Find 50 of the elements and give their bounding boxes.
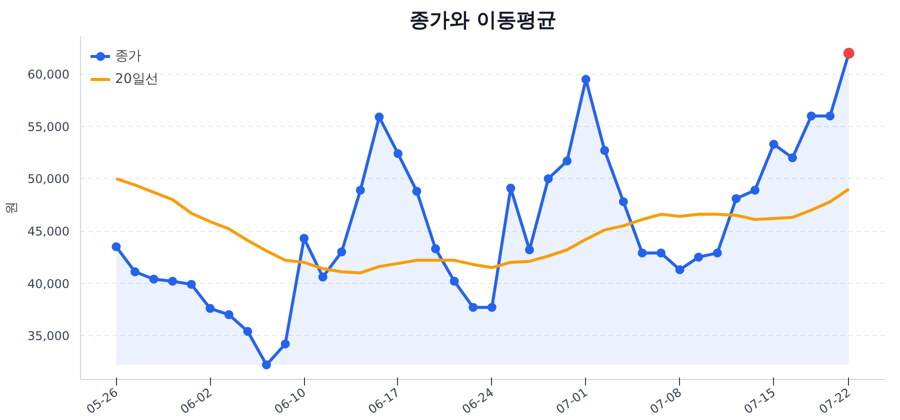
point — [806, 111, 816, 120]
point — [487, 302, 496, 312]
point — [656, 248, 666, 258]
point — [168, 276, 178, 286]
point — [712, 248, 722, 258]
point — [186, 280, 196, 289]
point — [206, 304, 215, 313]
point — [337, 247, 346, 256]
point — [638, 248, 647, 258]
point — [618, 197, 628, 206]
y-tick-label: 50,000 — [28, 172, 70, 186]
point — [356, 186, 365, 195]
point — [581, 74, 590, 84]
point — [562, 156, 572, 166]
legend-label: 종가 — [115, 48, 141, 65]
point — [450, 276, 459, 286]
point — [544, 174, 553, 184]
point — [318, 272, 328, 282]
point — [130, 267, 140, 276]
y-tick-label: 60,000 — [28, 68, 70, 82]
y-tick-label: 55,000 — [28, 120, 70, 134]
point — [374, 112, 384, 122]
y-tick-label: 45,000 — [28, 224, 70, 239]
point — [769, 140, 778, 149]
point — [675, 265, 684, 274]
point — [262, 360, 271, 370]
line-series — [114, 177, 850, 274]
legend-label: 20일선 — [115, 71, 158, 88]
point — [412, 186, 422, 196]
point — [300, 234, 309, 243]
y-tick-label: 35,000 — [28, 329, 70, 344]
point — [243, 326, 252, 336]
point — [506, 184, 516, 193]
point — [524, 245, 534, 254]
y-tick-label: 40,000 — [28, 276, 70, 291]
point — [149, 274, 158, 284]
point — [694, 252, 704, 262]
point — [112, 242, 121, 252]
point — [431, 244, 440, 254]
chart-title: 종가와 이동평균 — [410, 8, 556, 32]
point — [600, 146, 610, 155]
point — [468, 302, 478, 312]
point — [750, 186, 760, 195]
point — [224, 310, 234, 320]
point — [732, 194, 741, 204]
point — [280, 339, 290, 348]
point — [826, 111, 835, 120]
point — [393, 149, 402, 158]
point — [788, 153, 798, 162]
y-axis-title: 원 — [4, 202, 20, 214]
